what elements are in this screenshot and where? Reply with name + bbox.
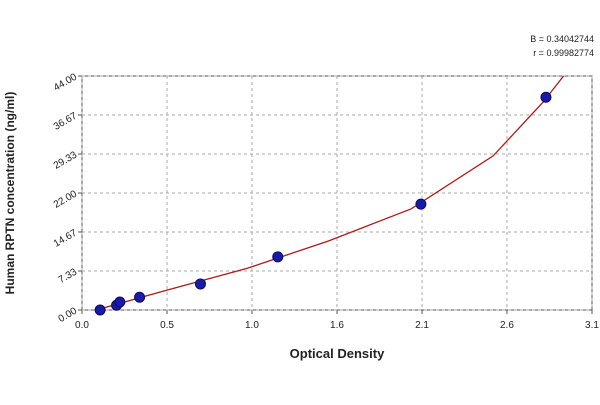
- x-tick-label: 2.1: [415, 320, 429, 331]
- annotation: B = 0.34042744: [530, 34, 594, 44]
- data-point: [94, 304, 106, 316]
- y-tick-label: 36.67: [52, 110, 80, 132]
- y-tick-label: 7.33: [57, 266, 80, 285]
- y-tick-label: 14.67: [52, 227, 80, 249]
- y-tick-label: 29.33: [52, 149, 80, 171]
- x-tick-label: 1.0: [245, 320, 259, 331]
- x-tick-label: 3.1: [585, 320, 599, 331]
- y-axis-label: Human RPTN concentration (ng/ml): [3, 92, 17, 295]
- data-point: [134, 291, 146, 303]
- x-tick-label: 2.6: [500, 320, 514, 331]
- x-tick-label: 0.0: [75, 320, 89, 331]
- data-point: [540, 91, 552, 103]
- x-axis-label: Optical Density: [290, 346, 385, 361]
- y-tick-label: 44.00: [52, 71, 80, 93]
- x-tick-label: 0.5: [160, 320, 174, 331]
- data-point: [415, 198, 427, 210]
- fit-curve: [99, 76, 565, 310]
- data-point: [194, 278, 206, 290]
- data-point: [272, 251, 284, 263]
- x-tick-label: 1.6: [330, 320, 344, 331]
- data-point: [114, 296, 126, 308]
- annotation: r = 0.99982774: [533, 48, 594, 58]
- y-tick-label: 22.00: [52, 188, 80, 210]
